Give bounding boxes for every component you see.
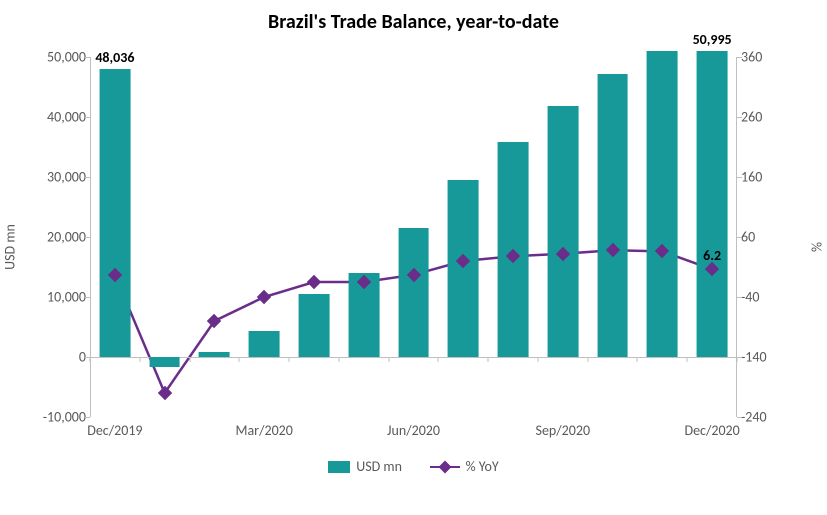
bar xyxy=(398,228,429,357)
x-tickmark xyxy=(687,357,688,362)
zero-axis-line xyxy=(90,357,737,358)
bar-data-label: 50,995 xyxy=(693,31,732,48)
chart-area: USD mn % -10,000010,00020,00030,00040,00… xyxy=(20,42,807,452)
x-tickmark xyxy=(388,357,389,362)
y-left-tick: 50,000 xyxy=(28,49,86,66)
y-right-tickmark xyxy=(737,57,742,58)
y-left-axis-label: USD mn xyxy=(2,224,19,270)
y-left-tickmark xyxy=(85,297,90,298)
x-axis-label: Sep/2020 xyxy=(536,422,591,439)
bar xyxy=(547,106,578,357)
y-right-tickmark xyxy=(737,357,742,358)
y-right-tick: 160 xyxy=(741,169,787,186)
y-left-tickmark xyxy=(85,117,90,118)
bar xyxy=(647,51,678,357)
x-tickmark xyxy=(90,357,91,362)
x-tickmark xyxy=(189,357,190,362)
x-axis-label: Dec/2019 xyxy=(87,422,142,439)
y-right-tickmark xyxy=(737,117,742,118)
y-right-tick: -240 xyxy=(741,409,787,426)
y-right-tick: -40 xyxy=(741,289,787,306)
plot-region: -10,000010,00020,00030,00040,00050,000-2… xyxy=(90,57,737,417)
y-left-tick: 30,000 xyxy=(28,169,86,186)
x-tickmark xyxy=(239,357,240,362)
y-left-tick: -10,000 xyxy=(28,409,86,426)
y-left-tick: 0 xyxy=(28,349,86,366)
y-right-tickmark xyxy=(737,237,742,238)
y-right-tick: 360 xyxy=(741,49,787,66)
chart-title: Brazil's Trade Balance, year-to-date xyxy=(20,10,807,34)
bar xyxy=(199,352,230,357)
legend-bar-swatch xyxy=(328,461,350,473)
legend-bar-label: USD mn xyxy=(356,458,402,475)
legend: USD mn % YoY xyxy=(20,458,807,478)
bar xyxy=(99,69,130,357)
x-tickmark xyxy=(537,357,538,362)
x-axis-label: Jun/2020 xyxy=(387,422,440,439)
y-left-tickmark xyxy=(85,417,90,418)
y-right-tick: 260 xyxy=(741,109,787,126)
x-tickmark xyxy=(338,357,339,362)
x-tickmark xyxy=(438,357,439,362)
bar xyxy=(597,74,628,357)
bar xyxy=(448,180,479,357)
x-tickmark xyxy=(587,357,588,362)
x-axis-label: Mar/2020 xyxy=(236,422,293,439)
y-left-tick: 40,000 xyxy=(28,109,86,126)
x-axis-label: Dec/2020 xyxy=(684,422,739,439)
y-right-axis-label: % xyxy=(809,242,826,252)
y-right-tick: 60 xyxy=(741,229,787,246)
legend-item-line: % YoY xyxy=(430,458,499,475)
x-tickmark xyxy=(637,357,638,362)
y-left-tickmark xyxy=(85,57,90,58)
x-tickmark xyxy=(488,357,489,362)
x-tickmark xyxy=(139,357,140,362)
y-right-tickmark xyxy=(737,297,742,298)
y-right-tick: -140 xyxy=(741,349,787,366)
y-left-tick: 10,000 xyxy=(28,289,86,306)
bar xyxy=(149,357,180,367)
x-tickmark xyxy=(289,357,290,362)
legend-item-bars: USD mn xyxy=(328,458,402,475)
bar xyxy=(299,294,330,357)
y-right-tickmark xyxy=(737,417,742,418)
x-tickmark xyxy=(737,357,738,362)
bar xyxy=(249,331,280,357)
line-data-label: 6.2 xyxy=(703,247,721,264)
y-right-tickmark xyxy=(737,177,742,178)
legend-line-swatch xyxy=(430,461,460,473)
y-left-tickmark xyxy=(85,237,90,238)
y-left-tickmark xyxy=(85,177,90,178)
bar xyxy=(697,51,728,357)
y-left-tick: 20,000 xyxy=(28,229,86,246)
legend-line-label: % YoY xyxy=(466,458,499,475)
bar-data-label: 48,036 xyxy=(95,49,134,66)
